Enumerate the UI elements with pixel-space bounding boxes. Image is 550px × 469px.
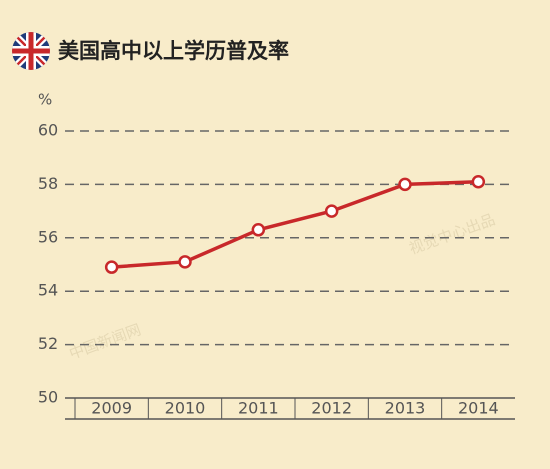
chart-title: 美国高中以上学历普及率 [58, 39, 289, 63]
marker [398, 177, 412, 192]
marker [104, 260, 119, 274]
x-tick-label: 2010 [165, 399, 206, 418]
x-tick-label: 2014 [458, 399, 499, 418]
x-tick-label: 2011 [238, 399, 279, 418]
x-tick-label: 2013 [385, 399, 426, 418]
marker [324, 204, 339, 218]
marker [178, 255, 192, 269]
y-tick-label: 58 [38, 174, 58, 193]
x-tick-label: 2009 [91, 399, 132, 418]
y-axis-label: % [38, 91, 52, 109]
x-tick-label: 2012 [311, 399, 352, 418]
y-tick-label: 56 [38, 227, 58, 246]
y-tick-label: 54 [38, 281, 58, 300]
marker [251, 223, 266, 237]
marker [471, 174, 486, 189]
y-tick-label: 50 [38, 388, 58, 407]
y-tick-label: 60 [38, 121, 58, 140]
line [111, 179, 479, 269]
y-tick-label: 52 [38, 334, 58, 353]
